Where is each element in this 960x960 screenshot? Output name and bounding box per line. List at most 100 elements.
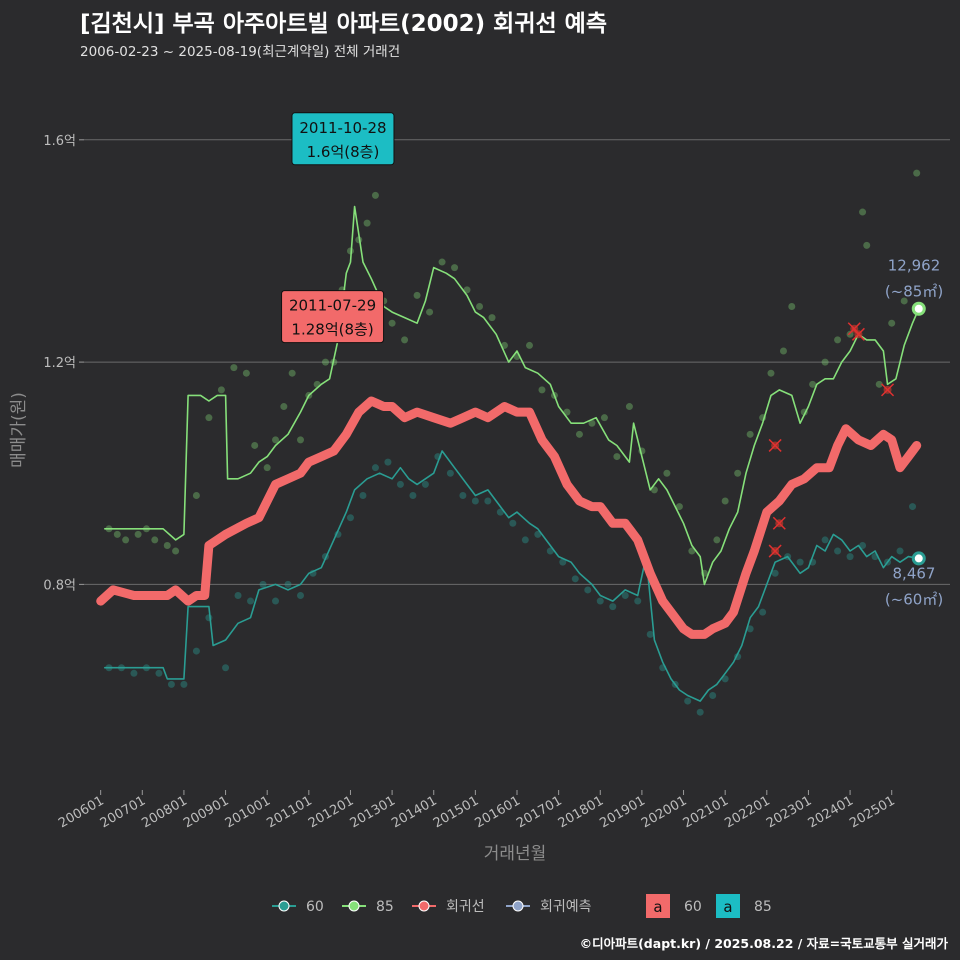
scatter-point-60 [396,480,404,488]
scatter-point-85 [538,386,546,394]
scatter-point-85 [217,386,225,394]
y-axis-title: 매매가(원) [9,392,29,468]
end-labels: 12,962 (~85㎡) 8,467 (~60㎡) [885,257,943,609]
series-line-regression [96,396,922,639]
scatter-point-85 [251,441,259,449]
scatter-point-85 [263,464,271,472]
scatter-point-60 [222,664,230,672]
scatter-point-85 [272,436,280,444]
scatter-point-85 [767,369,775,377]
x-tick-label: 200601 [56,793,106,831]
scatter-point-85 [113,530,121,538]
series-line-85 [104,205,920,586]
cancelled-markers [768,322,895,558]
scatter-point-60 [821,536,829,544]
x-tick-label: 201701 [514,793,564,831]
scatter-point-60 [796,558,804,566]
scatter-point-85 [809,380,817,388]
chart-subtitle: 2006-02-23 ~ 2025-08-19(최근계약일) 전체 거래건 [80,44,401,60]
scatter-point-85 [588,419,596,427]
y-tick-label: 1.6억 [43,134,76,149]
cancelled-x-mark [881,383,895,397]
scatter-point-85 [371,191,379,199]
scatter-point-85 [834,336,842,344]
scatter-point-85 [163,541,171,549]
annotation-date-ann60: 2011-07-29 [289,297,376,315]
scatter-point-85 [688,547,696,555]
y-tick-label: 1.2억 [43,356,76,371]
scatter-point-85 [721,497,729,505]
scatter-point-60 [646,630,654,638]
scatter-point-85 [913,169,921,177]
x-tick-label: 201801 [556,793,606,831]
scatter-point-60 [130,669,138,677]
scatter-point-60 [696,708,704,716]
scatter-point-60 [684,697,692,705]
y-tick-label: 0.8억 [43,578,76,593]
legend-marker-3 [512,900,524,912]
scatter-point-60 [709,692,717,700]
scatter-point-60 [180,680,188,688]
cancelled-x-mark [772,516,786,530]
scatter-point-85 [875,380,883,388]
scatter-point-85 [476,303,484,311]
scatter-point-85 [288,369,296,377]
scatter-point-85 [205,414,213,422]
scatter-point-85 [575,430,583,438]
annotation-value-ann60: 1.28억(8층) [291,321,373,339]
scatter-points [105,136,921,716]
scatter-point-85 [363,219,371,227]
scatter-point-85 [613,453,621,461]
scatter-point-60 [384,458,392,466]
scatter-point-85 [888,319,896,327]
scatter-point-60 [471,497,479,505]
scatter-point-60 [546,547,554,555]
scatter-point-85 [788,303,796,311]
scatter-point-85 [151,536,159,544]
legend-label-2: 회귀선 [446,899,485,915]
x-tick-label: 202101 [681,793,731,831]
scatter-point-85 [230,364,238,372]
scatter-point-85 [413,291,421,299]
scatter-point-60 [834,547,842,555]
scatter-point-60 [771,569,779,577]
legend-fill-label-0: 60 [684,899,702,915]
scatter-point-85 [650,486,658,494]
scatter-point-60 [596,597,604,605]
scatter-point-85 [734,469,742,477]
legend-label-3: 회귀예측 [540,899,592,915]
scatter-point-85 [122,536,130,544]
legend-fill-symbol-1: a [723,898,732,916]
scatter-point-85 [172,547,180,555]
legend-marker-1 [348,900,360,912]
footer-credit: ©디아파트(dapt.kr) / 2025.08.22 / 자료=국토교통부 실… [579,936,948,951]
scatter-point-85 [675,503,683,511]
scatter-point-85 [463,286,471,294]
scatter-point-85 [563,408,571,416]
legend-marker-0 [278,900,290,912]
scatter-point-60 [446,469,454,477]
scatter-point-60 [534,530,542,538]
axis-ticks: 0.8억 1.2억 1.6억 2006012007012008012009012010… [43,134,897,831]
x-tick-label: 201101 [264,793,314,831]
scatter-point-85 [488,314,496,322]
x-tick-label: 201401 [389,793,439,831]
x-tick-label: 202301 [764,793,814,831]
scatter-point-60 [609,603,617,611]
x-tick-label: 202501 [847,793,897,831]
scatter-point-85 [297,436,304,444]
scatter-point-85 [134,530,142,538]
scatter-point-60 [521,536,529,544]
series-line-60 [104,450,920,702]
scatter-point-60 [571,575,579,583]
scatter-point-60 [859,541,867,549]
legend-fill-label-1: 85 [754,899,772,915]
cancelled-x-mark [768,544,782,558]
scatter-point-60 [559,558,567,566]
annotation-value-ann85: 1.6억(8층) [307,143,380,161]
scatter-point-60 [346,514,354,522]
scatter-point-85 [451,264,459,272]
end-point-end60 [911,551,926,566]
scatter-point-60 [155,669,163,677]
scatter-point-85 [426,308,434,316]
